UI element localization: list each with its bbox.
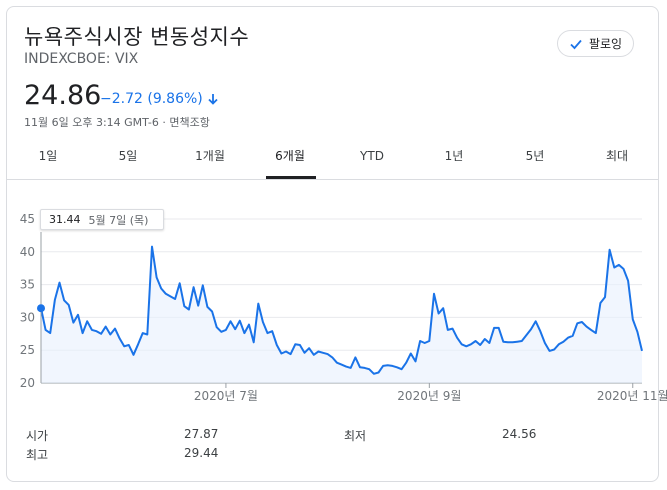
- tab-5y[interactable]: 5년: [525, 149, 545, 163]
- series-line: [40, 245, 643, 375]
- page-title: 뉴욕주식시장 변동성지수: [24, 25, 250, 49]
- tab-5d[interactable]: 5일: [118, 149, 138, 163]
- finance-card: [6, 6, 659, 482]
- y-tick-label: 25: [20, 343, 35, 357]
- chart-tooltip: 31.44 5월 7일 (목): [40, 209, 164, 230]
- x-tick-label: 2020년 7월: [194, 389, 258, 403]
- stat-low-value: 24.56: [502, 427, 537, 441]
- stat-low-label: 최저: [344, 429, 367, 443]
- tab-ytd[interactable]: YTD: [360, 149, 384, 163]
- y-tick-label: 30: [20, 310, 35, 324]
- y-tick-label: 40: [20, 245, 35, 259]
- active-tab-indicator: [266, 176, 316, 179]
- current-price: 24.86: [24, 80, 102, 111]
- hover-point: [37, 304, 45, 313]
- series-area: [41, 246, 642, 383]
- follow-button[interactable]: 팔로잉: [557, 30, 634, 57]
- x-tick-label: 2020년 11월: [597, 389, 667, 403]
- stat-open-value: 27.87: [184, 427, 219, 441]
- y-tick-label: 35: [20, 278, 35, 292]
- tab-1d[interactable]: 1일: [38, 149, 58, 163]
- y-tick-label: 45: [20, 212, 35, 226]
- stat-open-label: 시가: [26, 429, 49, 443]
- tab-1m[interactable]: 1개월: [195, 149, 225, 163]
- y-tick-label: 20: [20, 376, 35, 390]
- tab-max[interactable]: 최대: [605, 149, 629, 163]
- range-tabs: 1일 5일 1개월 6개월 YTD 1년 5년 최대: [6, 136, 659, 180]
- x-tick-label: 2020년 9월: [397, 389, 461, 403]
- tab-6m[interactable]: 6개월: [275, 149, 305, 163]
- stat-high-label: 최고: [26, 448, 49, 462]
- stat-high-value: 29.44: [184, 446, 219, 460]
- tooltip-date: 5월 7일 (목): [88, 213, 149, 227]
- price-change: −2.72 (9.86%): [100, 91, 219, 107]
- ticker-symbol: INDEXCBOE: VIX: [24, 51, 139, 67]
- check-icon: [570, 39, 582, 49]
- price-change-text: −2.72 (9.86%): [100, 91, 203, 107]
- arrow-down-icon: [208, 94, 218, 105]
- quote-timestamp: 11월 6일 오후 3:14 GMT-6 · 면책조항: [24, 116, 210, 129]
- tab-1y[interactable]: 1년: [444, 149, 464, 163]
- follow-label: 팔로잉: [588, 37, 623, 51]
- tooltip-value: 31.44: [49, 213, 81, 226]
